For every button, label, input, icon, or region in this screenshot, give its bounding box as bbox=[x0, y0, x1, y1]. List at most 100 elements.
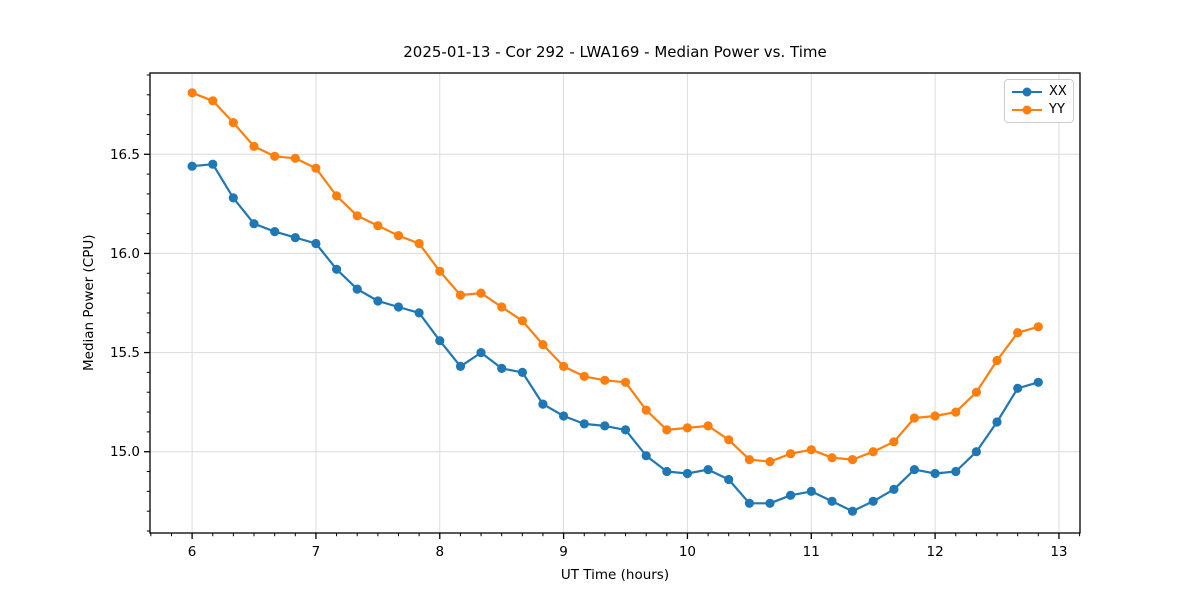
data-point bbox=[724, 474, 734, 485]
data-point bbox=[332, 191, 342, 201]
series-line-YY bbox=[191, 91, 1040, 463]
x-tick-label: 10 bbox=[679, 544, 696, 560]
data-point bbox=[889, 437, 899, 447]
data-point bbox=[765, 498, 775, 508]
data-point bbox=[971, 447, 982, 457]
data-point bbox=[827, 496, 837, 506]
data-point bbox=[930, 468, 940, 479]
x-tick-label: 9 bbox=[559, 544, 568, 560]
x-tick-label: 8 bbox=[435, 544, 444, 560]
data-point bbox=[208, 159, 218, 169]
y-tick-label: 15.0 bbox=[110, 444, 140, 460]
legend-line-marker-icon bbox=[1012, 87, 1042, 98]
data-point bbox=[538, 340, 548, 350]
series-line-XX bbox=[191, 163, 1040, 513]
data-point bbox=[909, 465, 920, 475]
data-point bbox=[497, 302, 507, 312]
data-point bbox=[662, 425, 672, 435]
y-tick-label: 16.0 bbox=[110, 246, 140, 262]
data-point bbox=[332, 264, 342, 274]
data-point bbox=[682, 423, 693, 433]
legend-line-marker-icon bbox=[1012, 105, 1042, 116]
data-point bbox=[847, 506, 858, 516]
data-point bbox=[827, 453, 837, 463]
data-point bbox=[290, 153, 300, 163]
data-point bbox=[249, 219, 259, 229]
chart-title: 2025-01-13 - Cor 292 - LWA169 - Median P… bbox=[403, 43, 827, 61]
data-point bbox=[744, 455, 755, 465]
data-point bbox=[1013, 328, 1023, 338]
data-point bbox=[620, 425, 631, 435]
data-point bbox=[455, 361, 466, 371]
data-point bbox=[662, 466, 672, 477]
data-point bbox=[909, 413, 920, 423]
y-axis-label: Median Power (CPU) bbox=[81, 234, 97, 372]
data-point bbox=[951, 407, 961, 417]
x-tick-label: 7 bbox=[312, 544, 321, 560]
data-point bbox=[1013, 383, 1023, 393]
data-point bbox=[228, 193, 238, 203]
data-point bbox=[270, 227, 280, 237]
data-point bbox=[414, 238, 424, 249]
legend-label-yy: YY bbox=[1049, 102, 1065, 117]
data-point bbox=[393, 302, 404, 312]
data-point bbox=[806, 445, 816, 455]
data-point bbox=[414, 308, 424, 318]
data-point bbox=[208, 96, 218, 106]
data-point bbox=[517, 316, 528, 326]
legend: XX YY bbox=[1004, 79, 1074, 123]
data-point bbox=[579, 371, 589, 381]
x-tick-label: 6 bbox=[188, 544, 197, 560]
data-point bbox=[786, 490, 796, 500]
data-point bbox=[187, 161, 197, 171]
series-XX bbox=[187, 159, 1043, 516]
data-point bbox=[703, 421, 713, 431]
data-point bbox=[992, 355, 1002, 366]
y-tick-label: 15.5 bbox=[110, 345, 140, 361]
data-point bbox=[559, 361, 569, 371]
data-point bbox=[868, 496, 878, 506]
data-point bbox=[847, 455, 858, 465]
data-point bbox=[703, 465, 713, 475]
data-point bbox=[455, 290, 466, 300]
data-point bbox=[992, 417, 1002, 427]
data-point bbox=[538, 399, 548, 409]
data-point bbox=[724, 435, 734, 445]
data-point bbox=[352, 284, 362, 294]
data-point bbox=[786, 449, 796, 459]
data-point bbox=[373, 296, 383, 306]
legend-item-xx: XX bbox=[1012, 85, 1067, 99]
x-tick-label: 13 bbox=[1050, 544, 1067, 560]
data-point bbox=[476, 348, 486, 358]
data-point bbox=[270, 151, 280, 161]
minor-ticks bbox=[146, 74, 1081, 537]
data-point bbox=[311, 163, 321, 173]
data-point bbox=[435, 266, 445, 276]
series-YY bbox=[187, 88, 1043, 467]
data-point bbox=[600, 375, 610, 385]
x-tick-label: 12 bbox=[927, 544, 944, 560]
major-ticks bbox=[144, 153, 1060, 539]
data-point bbox=[249, 141, 259, 151]
tick-labels: 6 7 8 9 10 11 12 13 15.0 15.5 16.0 16.5 bbox=[110, 147, 1068, 560]
data-point bbox=[497, 363, 507, 373]
data-point bbox=[373, 221, 383, 231]
data-point bbox=[765, 457, 775, 467]
data-point bbox=[744, 498, 755, 508]
data-point bbox=[889, 484, 899, 494]
data-point bbox=[393, 231, 404, 241]
data-point bbox=[930, 411, 940, 421]
data-point bbox=[806, 486, 816, 496]
data-point bbox=[187, 88, 197, 98]
data-point bbox=[311, 238, 321, 249]
data-point bbox=[1033, 322, 1043, 332]
data-point bbox=[435, 336, 445, 346]
gridlines bbox=[150, 73, 1080, 533]
legend-item-yy: YY bbox=[1012, 103, 1065, 117]
data-point bbox=[600, 421, 610, 431]
data-point bbox=[641, 405, 651, 415]
data-point bbox=[1033, 377, 1043, 387]
data-point bbox=[579, 419, 589, 429]
